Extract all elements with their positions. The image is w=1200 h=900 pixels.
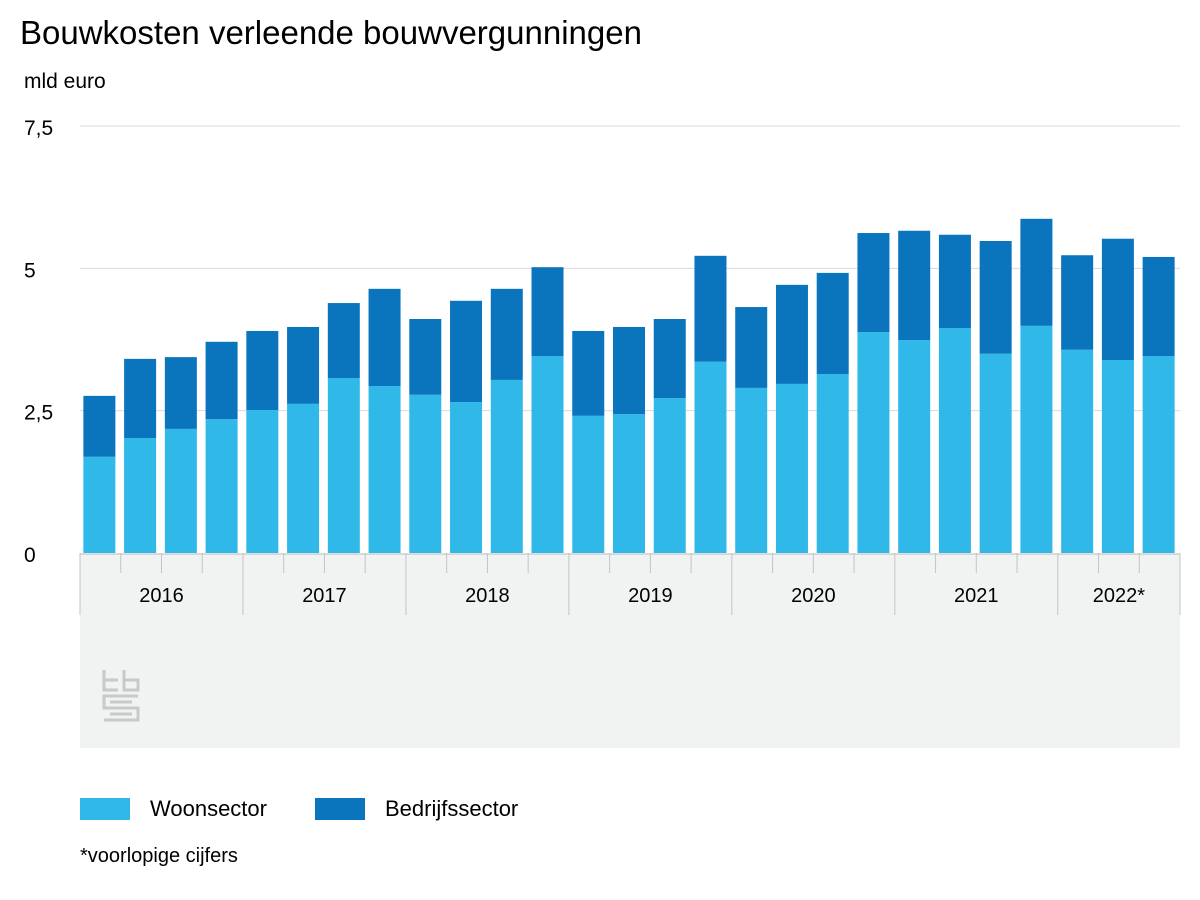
cbs-logo: [102, 670, 140, 722]
bar-woonsector-2017-k2: [287, 403, 320, 553]
bar-bedrijfssector-2017-k3: [327, 303, 360, 379]
bar-bedrijfssector-2020-k1: [735, 307, 768, 388]
bar-bedrijfssector-2017-k4: [368, 288, 401, 387]
bar-bedrijfssector-2018-k2: [450, 300, 483, 403]
bar-bedrijfssector-2016-k2: [124, 358, 157, 438]
legend-item-bedrijfssector: Bedrijfssector: [314, 796, 519, 822]
bar-woonsector-2021-k3: [979, 353, 1012, 553]
bar-bedrijfssector-2016-k4: [205, 341, 238, 420]
legend-swatch: [80, 798, 130, 820]
bar-woonsector-2019-k2: [613, 414, 645, 553]
bar-bedrijfssector-2019-k1: [572, 330, 605, 416]
bar-woonsector-2017-k1: [246, 410, 279, 553]
bar-bedrijfssector-2017-k2: [287, 326, 320, 404]
bar-woonsector-2021-k4: [1020, 325, 1053, 553]
bar-woonsector-2022-k1: [1061, 349, 1094, 553]
bar-woonsector-2020-k3: [816, 374, 849, 553]
bar-bedrijfssector-2018-k4: [531, 267, 564, 357]
x-year-label: 2020: [791, 585, 836, 607]
bar-woonsector-2020-k4: [857, 332, 890, 553]
x-year-label: 2017: [302, 585, 347, 607]
bar-woonsector-2021-k2: [938, 328, 971, 553]
legend-item-woonsector: Woonsector: [80, 796, 267, 822]
bar-bedrijfssector-2016-k3: [164, 357, 197, 429]
footnote: *voorlopige cijfers: [80, 845, 238, 867]
bar-bedrijfssector-2022-k3: [1142, 256, 1175, 357]
bar-woonsector-2018-k1: [409, 394, 442, 553]
bar-woonsector-2016-k4: [205, 419, 238, 553]
x-year-label: 2019: [628, 585, 673, 607]
bar-bedrijfssector-2018-k3: [490, 288, 523, 380]
bar-bedrijfssector-2020-k3: [816, 272, 849, 375]
x-year-label: 2022*: [1093, 585, 1145, 607]
bar-bedrijfssector-2022-k2: [1101, 238, 1134, 360]
y-axis-unit: mld euro: [24, 70, 106, 93]
bar-bedrijfssector-2017-k1: [246, 330, 279, 411]
bar-woonsector-2018-k3: [490, 379, 523, 553]
bar-bedrijfssector-2021-k2: [938, 234, 971, 329]
bar-woonsector-2018-k2: [450, 402, 483, 553]
bar-woonsector-2021-k1: [898, 340, 931, 553]
bar-bedrijfssector-2019-k2: [613, 326, 645, 415]
bar-bedrijfssector-2021-k4: [1020, 218, 1053, 326]
bar-bedrijfssector-2019-k3: [653, 319, 686, 399]
bar-woonsector-2017-k3: [327, 378, 360, 553]
bar-bedrijfssector-2021-k3: [979, 241, 1012, 354]
legend: Woonsector Bedrijfssector: [80, 796, 566, 822]
x-year-label: 2021: [954, 585, 999, 607]
bar-woonsector-2022-k2: [1101, 359, 1134, 553]
legend-label: Bedrijfssector: [384, 796, 519, 821]
bar-bedrijfssector-2018-k1: [409, 319, 442, 395]
bar-woonsector-2016-k1: [83, 456, 116, 553]
x-year-label: 2018: [465, 585, 510, 607]
bar-woonsector-2019-k4: [694, 361, 727, 553]
bar-woonsector-2016-k2: [124, 437, 157, 553]
y-tick-label: 5: [24, 259, 36, 282]
bar-woonsector-2020-k1: [735, 387, 768, 553]
bar-bedrijfssector-2019-k4: [694, 255, 727, 362]
bar-woonsector-2019-k3: [653, 398, 686, 553]
y-tick-label: 2,5: [24, 402, 53, 425]
bar-woonsector-2019-k1: [572, 415, 605, 553]
bar-bedrijfssector-2022-k1: [1061, 255, 1094, 350]
bar-bedrijfssector-2020-k4: [857, 233, 890, 333]
x-year-label: 2016: [139, 585, 184, 607]
bar-woonsector-2022-k3: [1142, 356, 1175, 553]
bar-woonsector-2017-k4: [368, 386, 401, 553]
bar-woonsector-2018-k4: [531, 356, 564, 553]
bar-woonsector-2016-k3: [164, 428, 197, 553]
legend-swatch: [314, 798, 365, 820]
bar-bedrijfssector-2021-k1: [898, 230, 931, 341]
legend-label: Woonsector: [150, 796, 267, 821]
bar-bedrijfssector-2020-k2: [775, 284, 808, 384]
y-tick-label: 0: [24, 544, 36, 567]
y-tick-label: 7,5: [24, 117, 53, 140]
bar-woonsector-2020-k2: [775, 383, 808, 553]
chart-title: Bouwkosten verleende bouwvergunningen: [20, 14, 642, 51]
bar-bedrijfssector-2016-k1: [83, 395, 116, 457]
